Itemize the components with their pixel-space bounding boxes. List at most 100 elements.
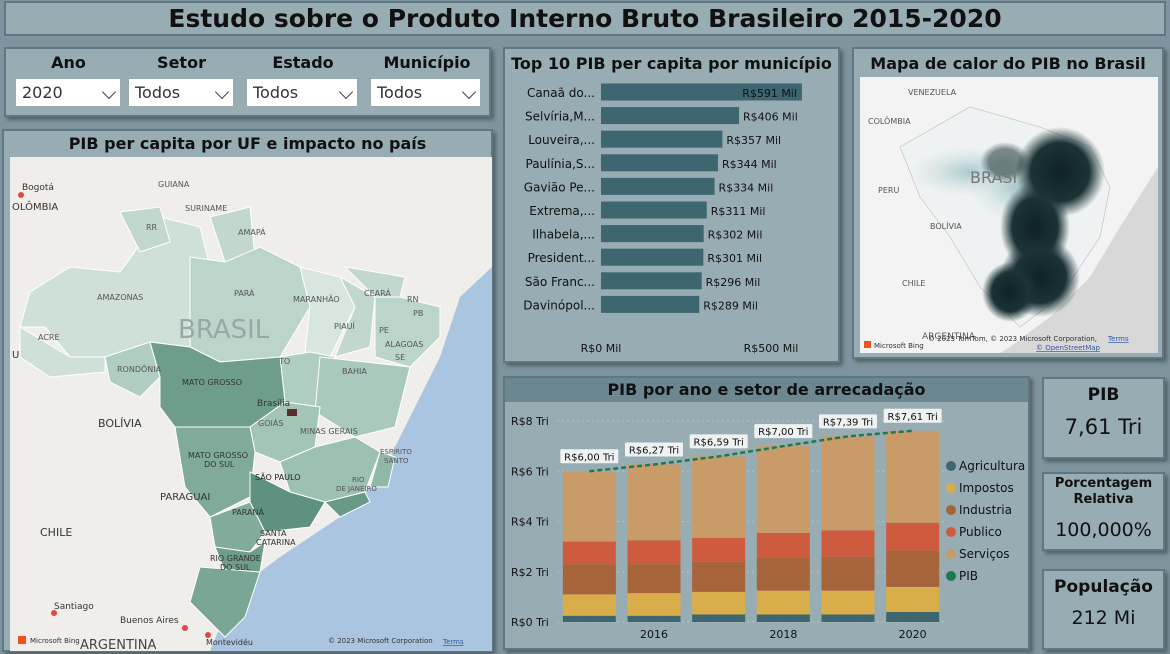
map-label: SE	[395, 353, 405, 362]
top10-category-label: Ilhabela,...	[532, 228, 595, 242]
map-label: Brasília	[257, 399, 290, 409]
map-label: MARANHÃO	[293, 294, 340, 304]
filter-ano-label: Ano	[51, 53, 86, 72]
stacked-bar-segment-publico	[562, 541, 616, 565]
stacked-bar-segment-impostos	[886, 586, 940, 612]
top10-bar	[601, 248, 704, 266]
kpi-populacao-card: População 212 Mi	[1042, 569, 1165, 650]
filter-setor-dropdown[interactable]: Todos	[128, 78, 234, 107]
stacked-bar-segment-publico	[692, 537, 746, 562]
top10-bar	[601, 225, 704, 243]
top10-data-label: R$311 Mil	[711, 205, 766, 218]
top10-data-label: R$302 Mil	[708, 229, 763, 242]
stacked-bar-segment-impostos	[562, 594, 616, 616]
pib-line-label-bg	[883, 408, 942, 423]
pib-line-label: R$7,61 Tri	[888, 412, 938, 423]
stacked-bar-segment-agricultura	[821, 614, 875, 622]
top10-category-label: President...	[528, 251, 595, 265]
legend-label: Agricultura	[959, 459, 1025, 473]
top10-data-label: R$357 Mil	[726, 134, 781, 147]
stacked-bar-segment-serviços	[562, 471, 616, 542]
top10-category-label: Gavião Pe...	[524, 180, 595, 194]
heatmap-label: BOLÍVIA	[930, 220, 962, 231]
pib-line-label-bg	[754, 424, 813, 439]
map-label: DE JANEIRO	[336, 485, 377, 493]
filter-ano-value: 2020	[22, 83, 63, 102]
pib-line-label: R$7,39 Tri	[823, 417, 873, 428]
heat-blob	[982, 262, 1038, 322]
stacked-bar-segment-publico	[886, 522, 940, 551]
heatmap-copyright: © 2023 TomTom, © 2023 Microsoft Corporat…	[928, 335, 1097, 343]
pib-line-label: R$7,00 Tri	[758, 427, 808, 438]
pib-line-label-bg	[625, 442, 683, 457]
legend-label: Impostos	[959, 481, 1014, 495]
stacked-bar-segment-industria	[821, 556, 875, 591]
map-label: RIO GRANDE	[210, 554, 261, 563]
map-label: SANTA	[260, 529, 287, 538]
city-marker	[205, 632, 211, 638]
page-title: Estudo sobre o Produto Interno Bruto Bra…	[168, 4, 1002, 33]
map-label: DO SUL	[204, 460, 235, 469]
stacked-bar-segment-industria	[562, 564, 616, 595]
map-label: SURINAME	[185, 204, 227, 213]
pib-line-label-bg	[819, 414, 877, 429]
heatmap-label: BRASI	[970, 168, 1017, 187]
map-label: PARAGUAI	[160, 492, 210, 503]
pib-line-label-bg	[689, 434, 748, 449]
top10-data-label: R$344 Mil	[722, 158, 777, 171]
state-parana	[209, 501, 266, 553]
stacked-bar-segment-serviços	[821, 436, 875, 531]
stacked-panel: PIB por ano e setor de arrecadação R$0 T…	[503, 376, 1030, 650]
chevron-down-icon	[101, 84, 117, 100]
map-label: AMAZONAS	[97, 293, 143, 302]
map-label: BAHIA	[342, 367, 367, 376]
dashboard-header: Estudo sobre o Produto Interno Bruto Bra…	[4, 1, 1166, 36]
stacked-bar-segment-agricultura	[562, 615, 616, 622]
heatmap-map[interactable]: VENEZUELA COLÔMBIA PERU BRASI BOLÍVIA CH…	[860, 77, 1158, 353]
kpi-porcentagem-label-2: Relativa	[1073, 492, 1134, 507]
stacked-bar-segment-publico	[627, 540, 681, 565]
filter-municipio-dropdown[interactable]: Todos	[370, 78, 481, 107]
state-rio-grande-do-sul	[189, 566, 261, 638]
kpi-pib-card: PIB 7,61 Tri	[1042, 377, 1165, 459]
map-label: SANTO	[384, 457, 409, 465]
map-label: CATARINA	[256, 538, 296, 547]
top10-title: Top 10 PIB per capita por município	[511, 54, 832, 73]
legend-marker	[946, 549, 956, 559]
microsoft-logo-icon	[864, 341, 871, 348]
kpi-populacao-label: População	[1054, 577, 1153, 597]
map-label: GOIÁS	[258, 417, 283, 428]
stacked-bar-segment-agricultura	[692, 614, 746, 622]
map-label: GUIANA	[158, 180, 190, 189]
stacked-bar-segment-industria	[886, 550, 940, 587]
map-label: MINAS GERAIS	[300, 427, 358, 436]
map-label: TO	[278, 357, 290, 366]
map-label: MATO GROSSO	[182, 378, 242, 387]
stacked-bar-segment-industria	[756, 557, 810, 591]
stacked-y-tick: R$2 Tri	[511, 566, 549, 579]
top10-data-label: R$334 Mil	[719, 181, 774, 194]
legend-marker	[946, 571, 956, 581]
state-santa-catarina	[214, 540, 266, 573]
chevron-down-icon	[214, 84, 230, 100]
heatmap-label: ARGENTINA	[922, 332, 976, 342]
federal-district	[287, 409, 297, 416]
heatmap-label: CHILE	[902, 279, 925, 288]
top10-axis-tick: R$500 Mil	[744, 342, 799, 355]
legend-label: PIB	[959, 569, 978, 583]
stacked-y-tick: R$4 Tri	[511, 516, 549, 529]
map-label: U	[12, 350, 19, 361]
heatmap-canvas: VENEZUELA COLÔMBIA PERU BRASI BOLÍVIA CH…	[860, 77, 1158, 353]
map-label: RONDÔNIA	[117, 363, 162, 374]
map-label: ESPÍRITO	[380, 447, 412, 456]
top10-axis-tick: R$0 Mil	[581, 342, 622, 355]
chevron-down-icon	[461, 84, 477, 100]
filter-estado-dropdown[interactable]: Todos	[246, 78, 358, 107]
stacked-bar-segment-industria	[627, 564, 681, 594]
map-terms-link: Terms	[442, 638, 464, 646]
stacked-chart: R$0 Tri R$2 Tri R$4 Tri R$6 Tri R$8 Tri 2016 2…	[511, 408, 1025, 641]
stacked-x-tick: 2020	[899, 628, 927, 641]
legend-label: Publico	[959, 525, 1002, 539]
uf-map[interactable]: Bogotá OLÔMBIA GUIANA SURINAME RR AMAPÁ …	[10, 157, 492, 651]
filter-ano-dropdown[interactable]: 2020	[15, 78, 121, 107]
